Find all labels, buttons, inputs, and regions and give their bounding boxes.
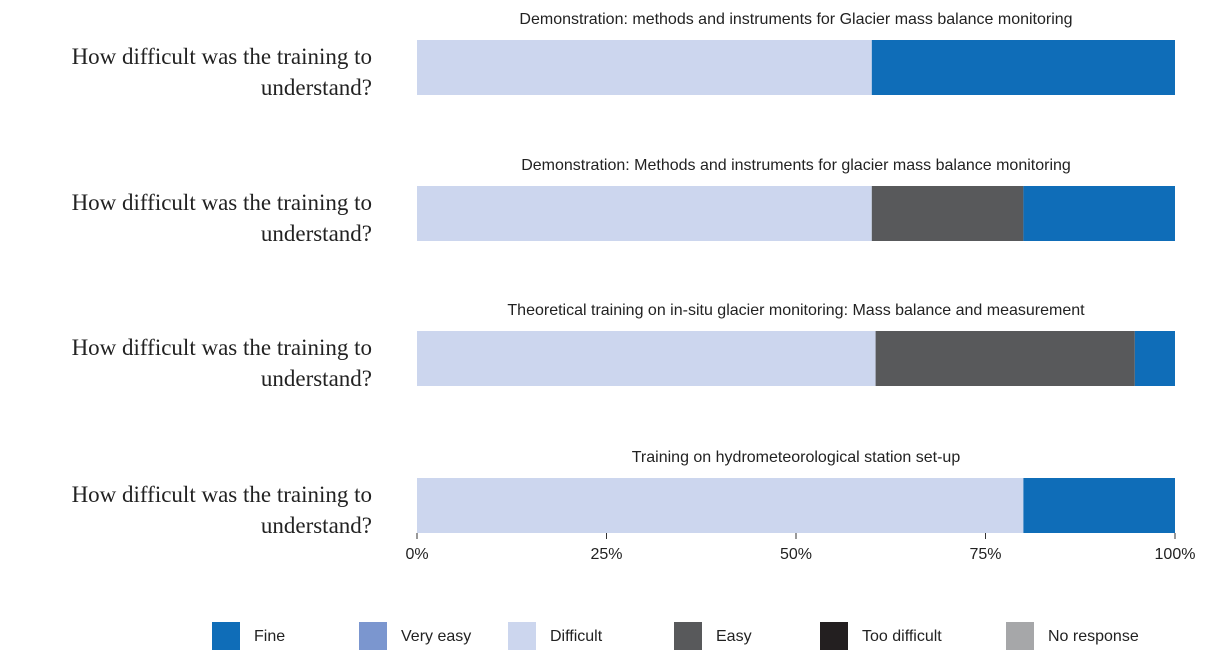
question-label: How difficult was the training to unders… bbox=[71, 44, 372, 100]
bar-segment bbox=[417, 186, 872, 241]
x-tick-label: 50% bbox=[780, 546, 812, 563]
legend-label: No response bbox=[1048, 628, 1139, 645]
x-tick-label: 0% bbox=[405, 546, 428, 563]
x-tick-label: 100% bbox=[1155, 546, 1196, 563]
legend-swatch bbox=[359, 622, 387, 650]
question-label: How difficult was the training to unders… bbox=[71, 335, 372, 391]
legend-swatch bbox=[508, 622, 536, 650]
question-label: How difficult was the training to unders… bbox=[71, 482, 372, 538]
legend-swatch bbox=[1006, 622, 1034, 650]
bar-segment bbox=[417, 478, 1024, 533]
bar-segment bbox=[1134, 331, 1175, 386]
question-label: How difficult was the training to unders… bbox=[71, 190, 372, 246]
bar-segment bbox=[1023, 478, 1175, 533]
bar-segment bbox=[1023, 186, 1175, 241]
x-tick-label: 25% bbox=[590, 546, 622, 563]
legend-label: Very easy bbox=[401, 628, 471, 645]
bar-segment bbox=[417, 40, 872, 95]
bar-segment bbox=[875, 331, 1135, 386]
panel-title: Theoretical training on in-situ glacier … bbox=[507, 302, 1085, 319]
legend-label: Difficult bbox=[550, 628, 603, 645]
legend-label: Easy bbox=[716, 628, 752, 645]
legend-label: Too difficult bbox=[862, 628, 942, 645]
bar-segment bbox=[417, 331, 876, 386]
panel-title: Demonstration: methods and instruments f… bbox=[519, 11, 1072, 28]
legend-swatch bbox=[820, 622, 848, 650]
bar-segment bbox=[871, 40, 1175, 95]
panel-title: Training on hydrometeorological station … bbox=[632, 449, 961, 466]
panel-title: Demonstration: Methods and instruments f… bbox=[521, 157, 1071, 174]
x-tick-label: 75% bbox=[969, 546, 1001, 563]
legend-swatch bbox=[674, 622, 702, 650]
legend-label: Fine bbox=[254, 628, 285, 645]
legend-swatch bbox=[212, 622, 240, 650]
bar-segment bbox=[871, 186, 1024, 241]
